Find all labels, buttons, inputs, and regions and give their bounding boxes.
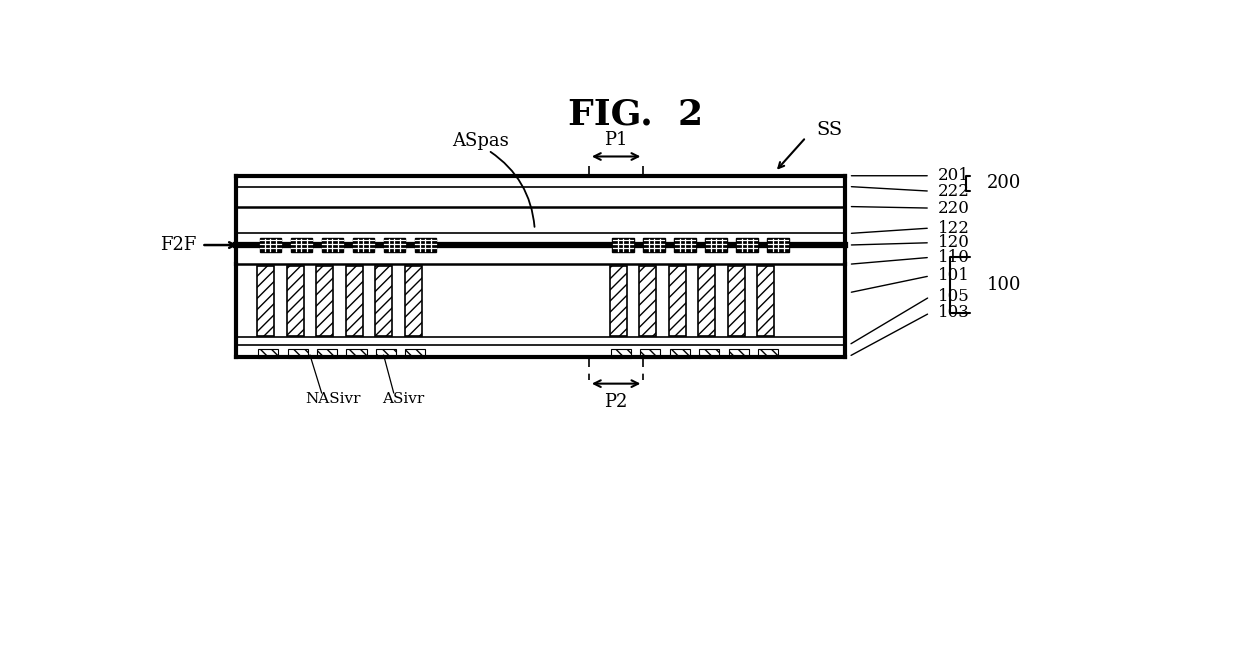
Bar [259,238,281,252]
Bar [613,238,634,252]
Bar [668,266,686,336]
Text: 200: 200 [987,174,1021,192]
Bar [670,349,689,358]
Text: FIG.  2: FIG. 2 [568,97,703,131]
Bar [290,238,312,252]
Bar [321,238,343,252]
Bar [644,238,665,252]
Text: 201: 201 [937,167,970,184]
Bar [699,349,719,358]
Bar [317,349,337,358]
Bar [316,266,334,336]
Bar [405,349,425,358]
Bar [758,266,774,336]
Text: 222: 222 [937,182,970,199]
Text: 100: 100 [987,276,1021,294]
Text: P2: P2 [604,393,627,411]
Text: 120: 120 [937,234,970,251]
Text: 103: 103 [937,304,970,321]
Bar [640,349,661,358]
Text: ASpas: ASpas [453,132,508,150]
Text: P1: P1 [604,131,627,149]
Bar [728,266,745,336]
Bar [288,349,308,358]
Bar [414,238,436,252]
Bar [346,349,367,358]
Bar [675,238,696,252]
Text: 122: 122 [937,220,970,237]
Bar [374,266,392,336]
Bar [698,266,715,336]
Text: F2F: F2F [160,236,196,254]
Bar [737,238,758,252]
Bar [640,266,656,336]
Bar [383,238,405,252]
Bar [758,349,779,358]
Bar [286,266,304,336]
Text: SS: SS [816,121,842,138]
Bar [258,349,278,358]
Bar [352,238,374,252]
Bar [706,238,727,252]
Text: NASivr: NASivr [305,392,361,406]
Bar [258,266,274,336]
Text: 101: 101 [937,268,970,284]
Bar [346,266,362,336]
Bar [404,266,422,336]
Text: 105: 105 [937,288,970,305]
Bar [611,349,631,358]
Bar [729,349,749,358]
Bar [376,349,396,358]
Text: ASivr: ASivr [382,392,424,406]
Text: 110: 110 [937,249,970,266]
Text: 220: 220 [937,199,970,216]
Bar [610,266,627,336]
Bar [768,238,789,252]
